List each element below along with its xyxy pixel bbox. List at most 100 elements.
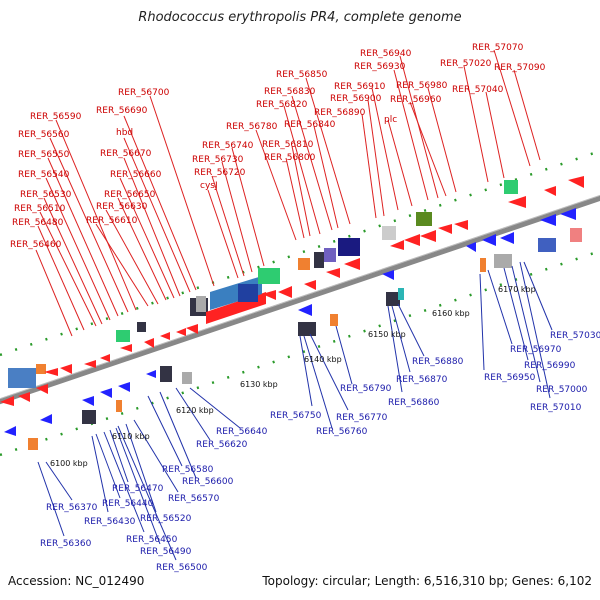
feature-box: [196, 296, 206, 312]
forward-arrow: [508, 196, 526, 208]
feature-box: [480, 258, 486, 272]
forward-arrow: [278, 286, 292, 298]
gene-label: RER_56580: [162, 465, 214, 475]
scale-label: 6140 kbp: [304, 355, 342, 364]
gene-label: RER_56870: [396, 375, 448, 385]
forward-strand: [0, 176, 584, 406]
scale-label: 6110 kbp: [112, 432, 150, 441]
reverse-arrow: [298, 304, 312, 316]
feature-box: [8, 368, 36, 388]
forward-arrow: [404, 234, 420, 246]
gene-label: RER_56960: [390, 95, 442, 105]
map-title: Rhodococcus erythropolis PR4, complete g…: [138, 10, 462, 25]
feature-box: [137, 322, 146, 332]
forward-arrow: [390, 240, 404, 250]
forward-arrow: [60, 364, 72, 374]
gene-label: RER_56630: [96, 202, 148, 212]
reverse-arrow: [560, 208, 576, 220]
genome-backbone: [0, 195, 600, 405]
feature-box: [494, 254, 512, 268]
forward-arrow: [454, 220, 468, 230]
forward-arrow: [304, 280, 316, 290]
scale-label: 6120 kbp: [176, 406, 214, 415]
scale-label: 6160 kbp: [432, 309, 470, 318]
topology-text: Topology: circular; Length: 6,516,310 bp…: [262, 574, 592, 588]
gene-label: RER_56490: [140, 547, 192, 557]
gene-label: RER_56510: [14, 204, 66, 214]
forward-arrow: [420, 230, 436, 242]
forward-arrow: [120, 344, 132, 352]
gene-label: RER_57070: [472, 43, 524, 53]
feature-box: [116, 330, 130, 342]
forward-arrow: [344, 258, 360, 270]
gene-label: RER_56790: [340, 384, 392, 394]
forward-arrow: [144, 338, 154, 348]
gene-label: RER_56730: [192, 155, 244, 165]
gene-label: RER_56570: [168, 494, 220, 504]
gene-label: RER_56500: [156, 563, 208, 573]
reverse-arrow: [540, 214, 556, 226]
scale-label: 6170 kbp: [498, 285, 536, 294]
forward-arrow: [36, 384, 48, 394]
gene-label: RER_56600: [182, 477, 234, 487]
gene-label: RER_56370: [46, 503, 98, 513]
gene-label: RER_56440: [102, 499, 154, 509]
forward-arrow: [100, 354, 110, 362]
gene-label: RER_56800: [264, 153, 316, 163]
gene-label: RER_56950: [484, 373, 536, 383]
feature-box: [338, 238, 360, 256]
feature-box: [382, 226, 396, 240]
feature-box: [298, 322, 316, 336]
forward-arrow: [326, 268, 340, 278]
reverse-arrow: [118, 382, 130, 392]
scale-labels: 6100 kbp 6110 kbp 6120 kbp 6130 kbp 6140 kbp…: [50, 285, 536, 468]
feature-box: [182, 372, 192, 384]
gene-label: RER_56980: [396, 81, 448, 91]
forward-gene-labels: RER_56460 RER_56480 RER_56510 RER_56530 RER_…: [10, 43, 546, 250]
gene-label: RER_56900: [330, 94, 382, 104]
forward-arrow: [160, 332, 170, 340]
gene-label: RER_56520: [140, 514, 192, 524]
gene-label: RER_56480: [12, 218, 64, 228]
gene-label: RER_56450: [126, 535, 178, 545]
reverse-arrow: [500, 232, 514, 244]
feature-box: [36, 364, 46, 374]
gene-label: RER_56640: [216, 427, 268, 437]
feature-box: [538, 238, 556, 252]
gene-label: RER_56940: [360, 49, 412, 59]
scale-label: 6130 kbp: [240, 380, 278, 389]
reverse-arrow: [100, 388, 112, 398]
feature-box: [570, 228, 582, 242]
feature-box: [416, 212, 432, 226]
gene-label: RER_56750: [270, 411, 322, 421]
gene-label: RER_56360: [40, 539, 92, 549]
gene-label: RER_56540: [18, 170, 70, 180]
forward-arrow: [186, 324, 198, 334]
reverse-arrow: [82, 396, 94, 406]
accession-text: Accession: NC_012490: [8, 574, 145, 588]
gene-label: RER_56880: [412, 357, 464, 367]
scale-label: 6150 kbp: [368, 330, 406, 339]
lower-guide-track: [0, 249, 600, 457]
gene-label: RER_56810: [262, 140, 314, 150]
feature-box: [298, 258, 310, 270]
gene-label: RER_57030: [550, 331, 600, 341]
gene-label: RER_56620: [196, 440, 248, 450]
gene-label: RER_56590: [30, 112, 82, 122]
gene-label: RER_56840: [284, 120, 336, 130]
feature-box: [398, 288, 404, 300]
reverse-arrow: [466, 242, 476, 252]
gene-label: RER_56770: [336, 413, 388, 423]
gene-label: RER_56720: [194, 168, 246, 178]
reverse-arrow: [382, 270, 394, 280]
gene-label: RER_56700: [118, 88, 170, 98]
gene-label: RER_56930: [354, 62, 406, 72]
feature-box: [160, 366, 172, 382]
gene-label: RER_56780: [226, 122, 278, 132]
forward-arrow: [0, 396, 14, 406]
gene-label: RER_56610: [86, 216, 138, 226]
gene-label: RER_56890: [314, 108, 366, 118]
feature-box: [314, 252, 324, 268]
